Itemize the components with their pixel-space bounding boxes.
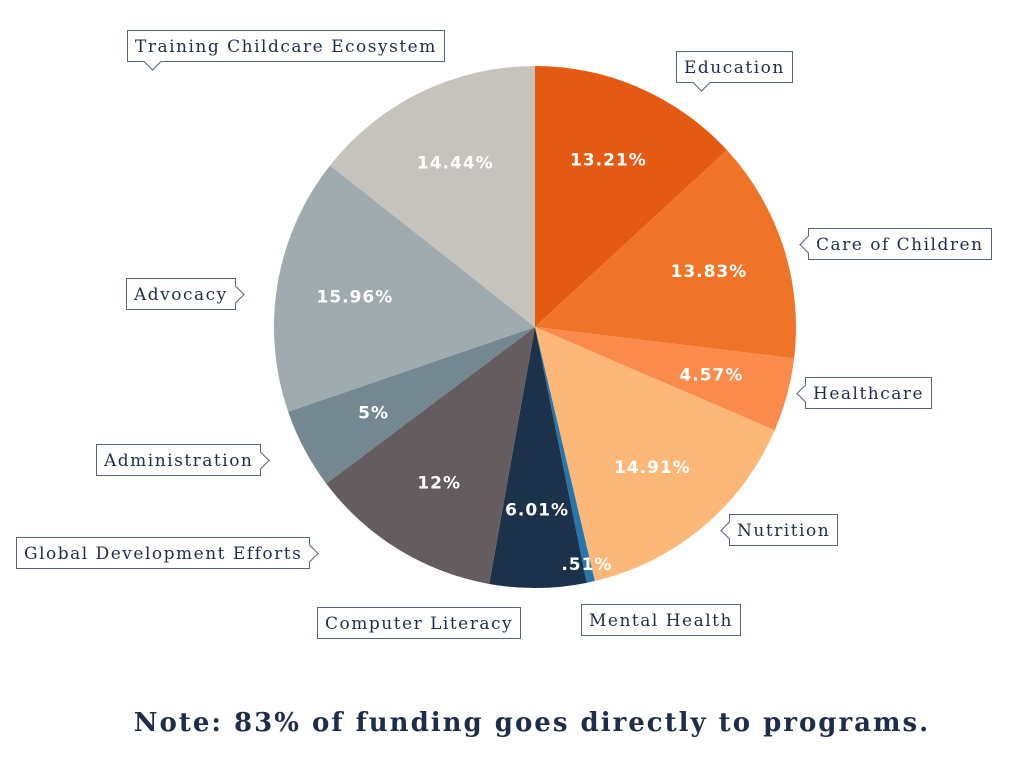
pie-slice-training-childcare-ecosystem	[330, 66, 535, 327]
pie-slice-nutrition	[535, 327, 775, 582]
slice-value-nutrition: 14.91%	[614, 458, 691, 478]
legend-label-global-development-efforts: Global Development Efforts	[24, 544, 303, 564]
slice-value-global-development-efforts: 12%	[417, 474, 461, 494]
callout-nutrition: Nutrition	[720, 514, 839, 546]
legend-label-nutrition: Nutrition	[737, 521, 831, 541]
pie-slice-advocacy	[273, 165, 535, 412]
legend-label-computer-literacy: Computer Literacy	[325, 614, 514, 634]
legend-label-administration: Administration	[104, 451, 254, 471]
callout-global-development-efforts: Global Development Efforts	[16, 537, 319, 569]
legend-label-mental-health: Mental Health	[589, 611, 733, 631]
callout-education: Education	[676, 51, 793, 92]
slice-value-healthcare: 4.57%	[679, 366, 743, 386]
callout-healthcare: Healthcare	[796, 377, 933, 409]
slice-value-advocacy: 15.96%	[316, 287, 393, 307]
legend-label-training-childcare-ecosystem: Training Childcare Ecosystem	[135, 37, 437, 57]
pie-slice-administration	[288, 327, 535, 484]
legend-label-education: Education	[684, 58, 785, 78]
callout-computer-literacy: Computer Literacy	[317, 607, 522, 639]
slice-value-care-of-children: 13.83%	[670, 262, 747, 282]
slice-value-education: 13.21%	[570, 151, 647, 171]
pie-slice-care-of-children	[535, 150, 797, 359]
pie-slice-computer-literacy	[489, 327, 587, 588]
legend-label-care-of-children: Care of Children	[816, 235, 984, 255]
callout-mental-health: Mental Health	[581, 604, 741, 636]
slice-value-administration: 5%	[358, 404, 389, 424]
pie-slice-mental-health	[535, 327, 595, 583]
callout-administration: Administration	[96, 444, 271, 476]
legend-label-healthcare: Healthcare	[813, 384, 925, 404]
slice-value-training-childcare-ecosystem: 14.44%	[417, 154, 494, 174]
callout-advocacy: Advocacy	[126, 278, 245, 310]
legend-label-advocacy: Advocacy	[134, 285, 228, 305]
footnote: Note: 83% of funding goes directly to pr…	[133, 708, 931, 738]
callout-care-of-children: Care of Children	[799, 228, 992, 260]
callout-training-childcare-ecosystem: Training Childcare Ecosystem	[127, 30, 445, 71]
slice-value-computer-literacy: 6.01%	[505, 501, 569, 521]
pie-slice-healthcare	[535, 327, 795, 431]
pie-slice-global-development-efforts	[326, 327, 535, 584]
slice-value-mental-health: .51%	[561, 555, 612, 575]
pie-slice-education	[535, 66, 727, 327]
